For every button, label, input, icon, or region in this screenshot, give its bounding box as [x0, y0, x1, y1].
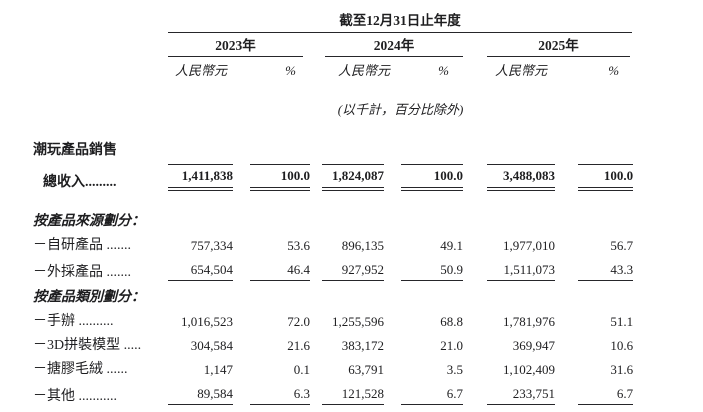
- cell-value: 233,751: [463, 378, 555, 405]
- cell-value: 1,016,523: [181, 314, 233, 329]
- cell-value: 50.9: [384, 254, 463, 281]
- row-label: －搪膠毛絨 ......: [33, 362, 128, 377]
- table-row: －其他 ........... 89,584 6.3 121,528 6.7 233,75…: [33, 378, 634, 405]
- period-caption: 截至12月31日止年度: [168, 7, 633, 33]
- cell-value: 757,334: [190, 238, 233, 253]
- cell-value: 3.5: [446, 362, 463, 377]
- cell-value: 1,411,838: [168, 159, 233, 191]
- year-header-row: 2023年 2024年 2025年: [33, 33, 633, 57]
- cell-value: 927,952: [310, 254, 384, 281]
- cell-value: 21.6: [287, 338, 310, 353]
- cell-value: 43.3: [555, 254, 634, 281]
- cell-value: 369,947: [512, 338, 555, 353]
- cell-value: 49.1: [440, 238, 463, 253]
- cell-value: 121,528: [310, 378, 384, 405]
- row-label: －其他 ...........: [33, 389, 117, 404]
- cell-value: 304,584: [190, 338, 233, 353]
- cell-value: 89,584: [168, 378, 233, 405]
- table-row: －搪膠毛絨 ...... 1,147 0.1 63,791 3.5 1,102,409 31…: [33, 354, 633, 378]
- cell-value: 6.7: [384, 378, 463, 405]
- row-label: 潮玩產品銷售: [33, 143, 117, 158]
- table-row: 按產品類別劃分：: [33, 281, 633, 306]
- table-row: 潮玩產品銷售: [33, 120, 633, 159]
- basis-note: (以千計，百分比除外): [337, 102, 464, 117]
- table-body: 潮玩產品銷售 總收入......... 1,411,838 100.0 1,824,08…: [33, 120, 634, 405]
- cell-value: 100.0: [233, 159, 310, 191]
- cell-value: 1,102,409: [503, 362, 555, 377]
- unit-header-row: 人民幣元 % 人民幣元 % 人民幣元 %: [33, 57, 633, 79]
- cell-value: 1,511,073: [463, 254, 555, 281]
- cell-value: 31.6: [610, 362, 634, 377]
- row-label: 按產品類別劃分：: [33, 290, 145, 305]
- cell-value: 53.6: [287, 238, 310, 253]
- year-header-2024: 2024年: [325, 37, 463, 57]
- cell-value: 1,147: [203, 362, 233, 377]
- year-header-2025: 2025年: [487, 37, 631, 57]
- cell-value: 51.1: [610, 314, 634, 329]
- table-row: 總收入......... 1,411,838 100.0 1,824,087 100.0…: [33, 159, 634, 191]
- cell-value: 72.0: [287, 314, 310, 329]
- cell-value: 1,781,976: [503, 314, 555, 329]
- row-label: 總收入.........: [43, 175, 117, 190]
- row-label: －外採產品 .......: [33, 265, 131, 280]
- cell-value: 100.0: [555, 159, 634, 191]
- cell-value: 6.3: [233, 378, 310, 405]
- table-row: －手辦 .......... 1,016,523 72.0 1,255,596 68.8…: [33, 306, 633, 330]
- row-label: 按產品來源劃分：: [33, 214, 145, 229]
- cell-value: 63,791: [348, 362, 384, 377]
- cell-value: 1,255,596: [332, 314, 384, 329]
- year-header-2023: 2023年: [168, 37, 303, 57]
- cell-value: 46.4: [233, 254, 310, 281]
- table-row: 按產品來源劃分：: [33, 191, 633, 230]
- unit-currency: 人民幣元: [495, 63, 548, 78]
- cell-value: 654,504: [168, 254, 233, 281]
- cell-value: 896,135: [341, 238, 384, 253]
- cell-value: 68.8: [440, 314, 463, 329]
- cell-value: 1,824,087: [310, 159, 384, 191]
- period-caption-row: 截至12月31日止年度: [33, 7, 633, 33]
- cell-value: 10.6: [610, 338, 634, 353]
- cell-value: 56.7: [610, 238, 634, 253]
- row-label: －自研產品 .......: [33, 238, 131, 253]
- cell-value: 383,172: [341, 338, 384, 353]
- cell-value: 100.0: [384, 159, 463, 191]
- financial-table: 截至12月31日止年度 2023年 2024年 2025年 人民幣元 %: [33, 7, 634, 405]
- cell-value: 1,977,010: [503, 238, 555, 253]
- unit-percent: %: [438, 63, 449, 78]
- cell-value: 0.1: [293, 362, 310, 377]
- cell-value: 21.0: [440, 338, 463, 353]
- basis-note-row: (以千計，百分比除外): [33, 79, 633, 120]
- table-row: －3D拼裝模型 ..... 304,584 21.6 383,172 21.0 369,9…: [33, 330, 633, 354]
- cell-value: 6.7: [555, 378, 634, 405]
- unit-percent: %: [608, 63, 620, 78]
- row-label: －3D拼裝模型 .....: [33, 338, 142, 353]
- row-label: －手辦 ..........: [33, 314, 114, 329]
- unit-currency: 人民幣元: [175, 63, 228, 78]
- unit-percent: %: [285, 63, 296, 78]
- table-row: －外採產品 ....... 654,504 46.4 927,952 50.9 1,511…: [33, 254, 634, 281]
- unit-currency: 人民幣元: [338, 63, 391, 78]
- cell-value: 3,488,083: [463, 159, 555, 191]
- table-row: －自研產品 ....... 757,334 53.6 896,135 49.1 1,977…: [33, 230, 633, 254]
